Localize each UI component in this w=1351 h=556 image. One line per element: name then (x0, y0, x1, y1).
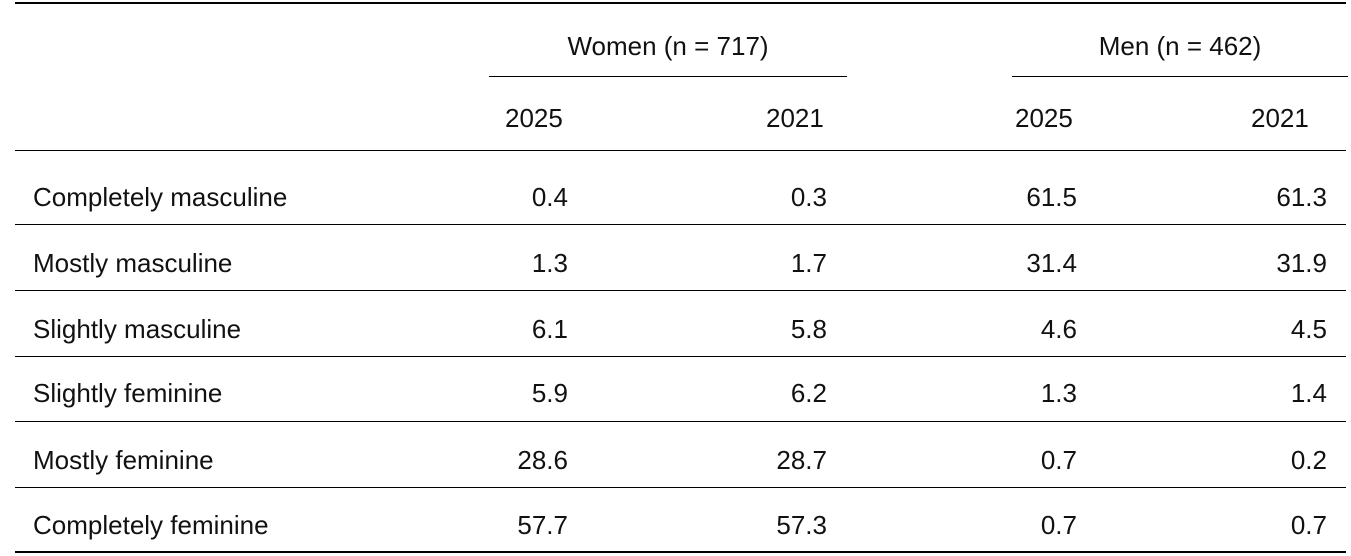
table-cell: 0.2 (1290, 445, 1327, 475)
table-cell: 0.4 (531, 182, 568, 212)
table-cell: 61.5 (1026, 182, 1077, 212)
table-cell: 0.7 (1290, 510, 1327, 540)
table-cell: 31.4 (1026, 248, 1077, 278)
year-header-men-2025: 2025 (1015, 103, 1073, 133)
row-label: Mostly feminine (33, 445, 214, 475)
table-cell: 5.8 (790, 314, 827, 344)
table-cell: 1.3 (1040, 378, 1077, 408)
table-cell: 1.3 (531, 248, 568, 278)
row-rule (15, 356, 1346, 357)
table-cell: 28.6 (517, 445, 568, 475)
group-header-women: Women (n = 717) (567, 31, 769, 61)
table-cell: 57.3 (776, 510, 827, 540)
year-header-men-2021: 2021 (1251, 103, 1309, 133)
top-rule (15, 2, 1346, 4)
row-label: Slightly masculine (33, 314, 242, 344)
table-cell: 1.4 (1290, 378, 1327, 408)
table-cell: 5.9 (531, 378, 568, 408)
table-cell: 4.5 (1290, 314, 1327, 344)
group-header-men: Men (n = 462) (1098, 31, 1262, 61)
bottom-rule (15, 551, 1346, 553)
table-cell: 57.7 (517, 510, 568, 540)
header-rule (15, 150, 1346, 151)
table-cell: 1.7 (790, 248, 827, 278)
group-rule-women (489, 76, 847, 77)
row-label: Slightly feminine (33, 378, 223, 408)
year-header-women-2025: 2025 (505, 103, 563, 133)
table-cell: 0.7 (1040, 445, 1077, 475)
row-label: Completely masculine (33, 182, 288, 212)
row-label: Mostly masculine (33, 248, 233, 278)
year-header-women-2021: 2021 (766, 103, 824, 133)
table-cell: 28.7 (776, 445, 827, 475)
row-label: Completely feminine (33, 510, 269, 540)
row-rule (15, 290, 1346, 291)
table-cell: 6.1 (531, 314, 568, 344)
group-rule-men (1012, 76, 1348, 77)
table-cell: 61.3 (1276, 182, 1327, 212)
table-cell: 4.6 (1040, 314, 1077, 344)
table-cell: 0.3 (790, 182, 827, 212)
table-cell: 0.7 (1040, 510, 1077, 540)
row-rule (15, 421, 1346, 422)
table-cell: 31.9 (1276, 248, 1327, 278)
row-rule (15, 224, 1346, 225)
table-cell: 6.2 (790, 378, 827, 408)
row-rule (15, 487, 1346, 488)
